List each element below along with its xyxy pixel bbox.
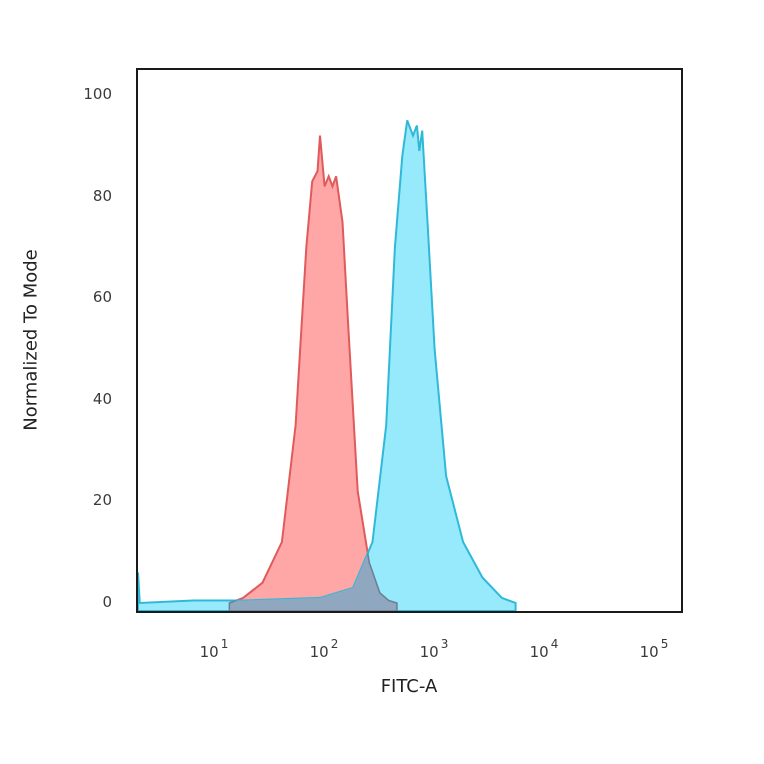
- x-tick-label: 10 3: [419, 637, 449, 661]
- x-tick-label: 10 5: [639, 637, 669, 661]
- y-tick-label: 80: [92, 186, 112, 205]
- y-tick-label: 0: [102, 593, 112, 611]
- x-tick-label: 10 4: [529, 637, 559, 661]
- x-tick-label: 10 1: [199, 637, 229, 661]
- y-tick-label: 40: [92, 389, 112, 408]
- y-tick-label: 100: [83, 85, 112, 103]
- x-axis-label: FITC-A: [380, 676, 438, 697]
- y-axis-label: Normalized To Mode: [20, 249, 42, 431]
- y-tick-label: 20: [92, 491, 112, 510]
- plot-frame: [136, 68, 683, 613]
- y-tick-label: 60: [92, 288, 112, 307]
- plot-area: [136, 68, 683, 613]
- x-tick-label: 10 2: [309, 637, 339, 661]
